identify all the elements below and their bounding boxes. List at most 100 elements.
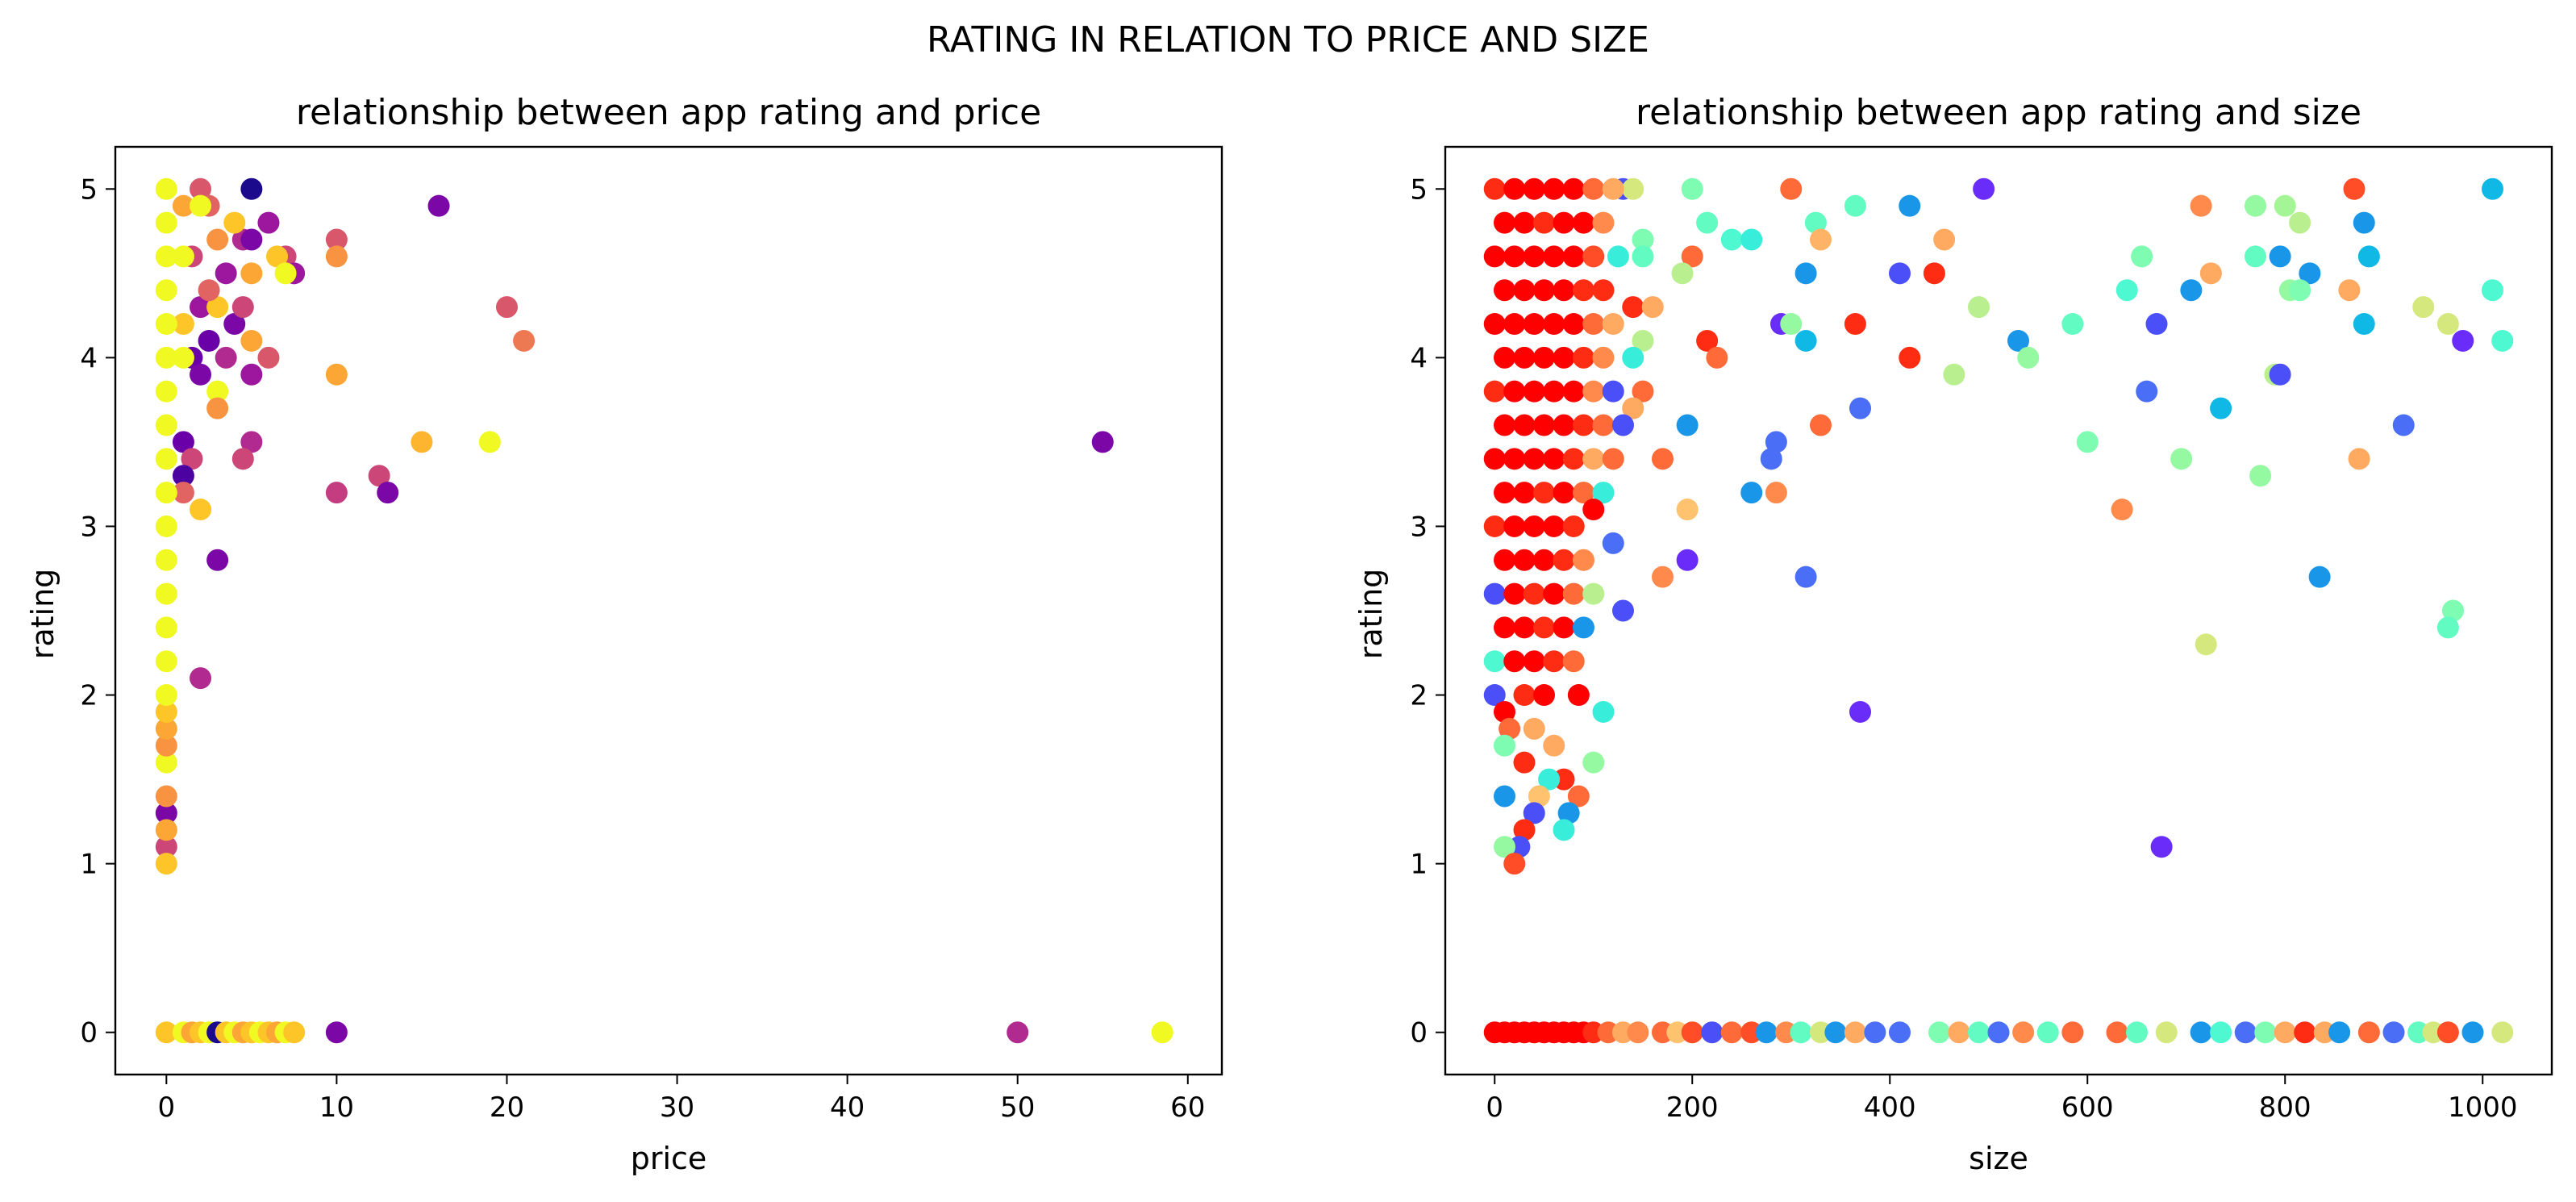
scatter-point <box>1523 245 1545 268</box>
scatter-point <box>1706 346 1728 369</box>
scatter-point <box>2245 245 2266 268</box>
scatter-point <box>1567 684 1590 707</box>
scatter-point <box>172 194 194 217</box>
size-axes-frame <box>1444 145 2553 1076</box>
scatter-point <box>1562 245 1585 268</box>
scatter-point <box>172 431 194 453</box>
scatter-point <box>1553 482 1575 504</box>
scatter-point <box>231 448 254 470</box>
scatter-point <box>1533 414 1555 436</box>
scatter-point <box>1557 802 1580 824</box>
y-tick-label: 2 <box>1410 680 1428 712</box>
x-tick-label: 40 <box>830 1091 865 1124</box>
scatter-point <box>2076 431 2099 453</box>
scatter-point <box>1622 346 1644 369</box>
scatter-point <box>1612 414 1634 436</box>
scatter-point <box>206 549 229 571</box>
scatter-point <box>1553 549 1575 571</box>
scatter-point <box>1538 768 1561 791</box>
scatter-point <box>1681 177 1703 200</box>
scatter-point <box>1780 177 1803 200</box>
scatter-point <box>1740 228 1763 251</box>
scatter-point <box>2180 279 2203 302</box>
scatter-point <box>1483 448 1506 470</box>
scatter-point <box>155 482 177 504</box>
scatter-point <box>2170 448 2193 470</box>
scatter-point <box>1513 684 1536 707</box>
scatter-point <box>2482 177 2503 200</box>
scatter-point <box>1968 296 1990 319</box>
scatter-point <box>1582 313 1605 336</box>
scatter-point <box>155 448 177 470</box>
scatter-point <box>2249 465 2272 487</box>
size-chart-title: relationship between app rating and size <box>1636 92 2361 133</box>
y-tick-label: 5 <box>80 173 98 206</box>
price-y-axis-label: rating <box>25 569 60 660</box>
y-tick-label: 4 <box>80 342 98 374</box>
scatter-point <box>206 296 229 319</box>
scatter-point <box>1543 313 1565 336</box>
size-x-axis-label: size <box>1969 1141 2028 1176</box>
scatter-point <box>1543 448 1565 470</box>
x-tick-label: 0 <box>158 1091 176 1124</box>
scatter-point <box>1523 650 1545 673</box>
scatter-point <box>1720 1021 1743 1044</box>
scatter-point <box>1562 380 1585 403</box>
scatter-point <box>2007 329 2029 352</box>
scatter-point <box>1804 211 1827 234</box>
scatter-point <box>1483 582 1506 605</box>
x-tick-label: 60 <box>1170 1091 1205 1124</box>
scatter-point <box>1523 582 1545 605</box>
scatter-point <box>1632 245 1654 268</box>
scatter-point <box>1849 700 1871 723</box>
scatter-point <box>1582 380 1605 403</box>
scatter-point <box>1676 414 1699 436</box>
scatter-point <box>1889 1021 1911 1044</box>
scatter-point <box>1973 177 1995 200</box>
scatter-point <box>1573 616 1594 639</box>
scatter-point <box>2012 1021 2035 1044</box>
scatter-point <box>155 279 177 302</box>
scatter-point <box>1864 1021 1886 1044</box>
scatter-point <box>2436 313 2459 336</box>
scatter-point <box>190 177 212 200</box>
scatter-point <box>1513 279 1536 302</box>
scatter-point <box>1503 650 1526 673</box>
scatter-point <box>1968 1021 1990 1044</box>
scatter-point <box>1676 499 1699 521</box>
y-tick-label: 0 <box>80 1017 98 1050</box>
scatter-point <box>223 211 246 234</box>
scatter-point <box>1562 582 1585 605</box>
scatter-point <box>155 836 177 858</box>
x-tick-label: 10 <box>319 1091 354 1124</box>
scatter-point <box>1844 194 1866 217</box>
scatter-point <box>1503 380 1526 403</box>
scatter-point <box>1582 582 1605 605</box>
scatter-point <box>155 785 177 808</box>
scatter-point <box>1573 279 1594 302</box>
scatter-point <box>1765 431 1787 453</box>
scatter-point <box>1528 785 1550 808</box>
scatter-point <box>2357 1021 2380 1044</box>
scatter-point <box>1483 515 1506 537</box>
figure-suptitle: RATING IN RELATION TO PRICE AND SIZE <box>927 19 1649 61</box>
scatter-point <box>1592 414 1615 436</box>
size-scatter-points <box>1483 177 2514 1044</box>
price-axis-ticks: 0 10 20 30 40 50 60 0 1 2 3 4 5 <box>80 173 1205 1124</box>
scatter-point <box>1622 397 1644 419</box>
scatter-point <box>198 279 220 302</box>
scatter-point <box>155 414 177 436</box>
scatter-point <box>2190 1021 2212 1044</box>
y-tick-label: 1 <box>80 849 98 881</box>
scatter-point <box>206 228 229 251</box>
scatter-point <box>1567 785 1590 808</box>
scatter-point <box>1562 448 1585 470</box>
scatter-point <box>1553 414 1575 436</box>
scatter-point <box>1622 296 1644 319</box>
scatter-point <box>1543 650 1565 673</box>
scatter-point <box>2274 1021 2296 1044</box>
scatter-point <box>1612 599 1634 622</box>
scatter-point <box>1844 1021 1866 1044</box>
scatter-point <box>155 751 177 774</box>
